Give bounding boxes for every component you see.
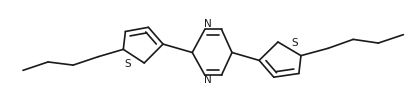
Text: S: S bbox=[291, 38, 298, 48]
Text: S: S bbox=[124, 59, 131, 69]
Text: N: N bbox=[204, 75, 212, 85]
Text: N: N bbox=[204, 19, 212, 29]
